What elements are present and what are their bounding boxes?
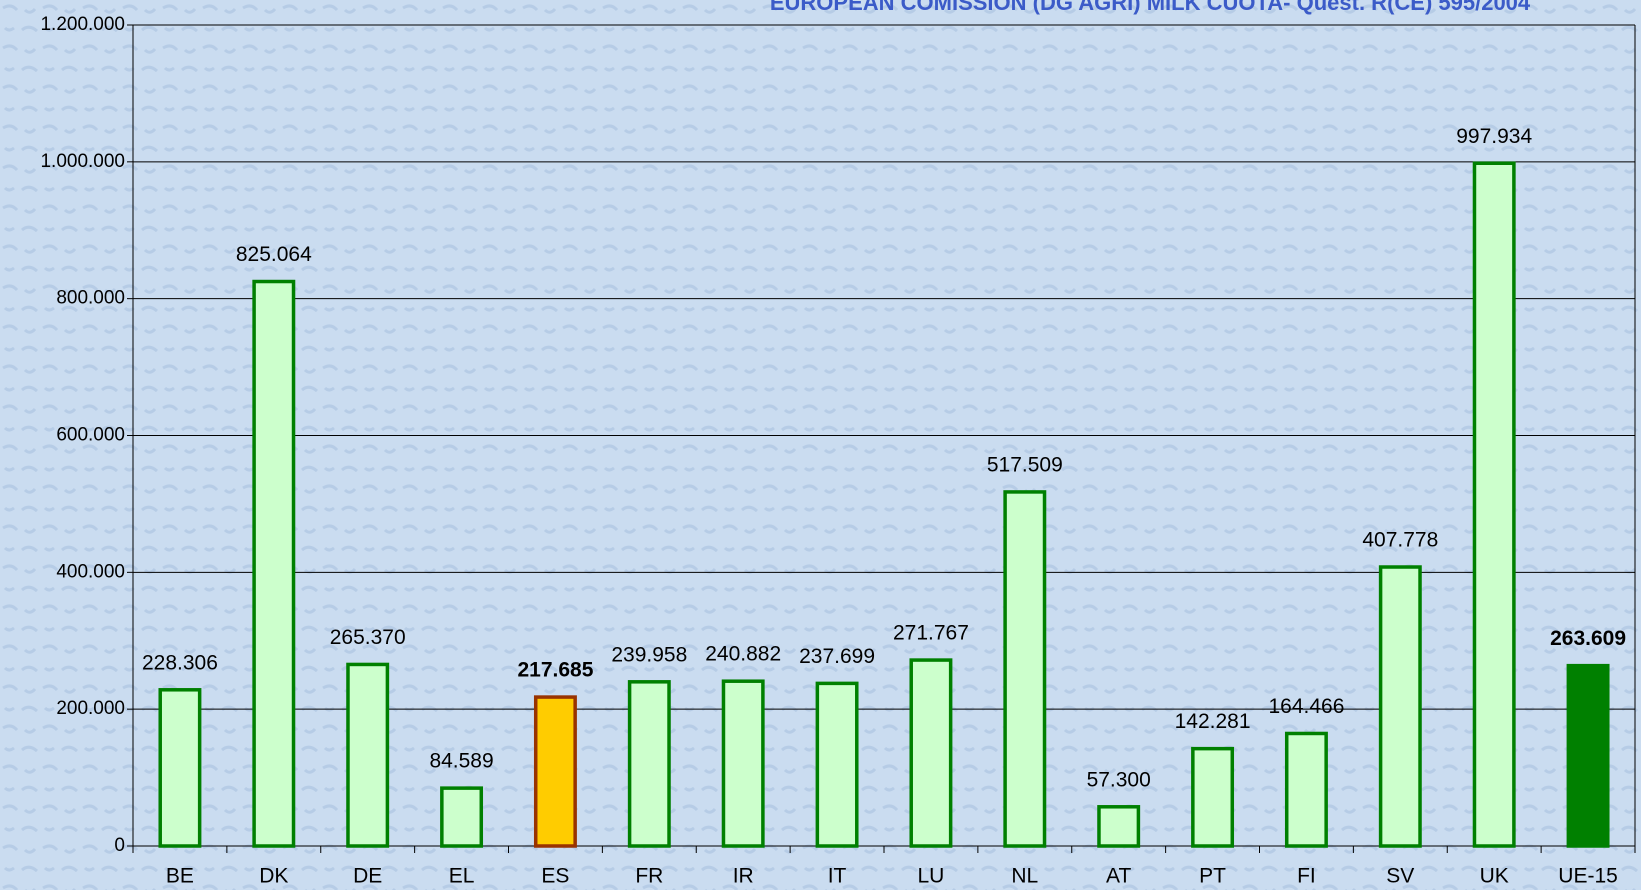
x-tick-label: FR — [635, 865, 663, 888]
x-tick-label: UK — [1480, 865, 1509, 888]
x-tick-label: DK — [259, 865, 288, 888]
value-label: 240.882 — [705, 643, 781, 666]
value-label: 265.370 — [330, 626, 406, 649]
bar — [909, 658, 953, 848]
y-tick-label: 400.000 — [56, 561, 125, 582]
y-tick-label: 1.000.000 — [40, 151, 125, 172]
bar — [721, 679, 765, 848]
value-label: 228.306 — [142, 651, 218, 674]
y-tick-label: 800.000 — [56, 288, 125, 309]
x-tick-label: AT — [1106, 865, 1131, 888]
x-tick-label: DE — [353, 865, 382, 888]
bar — [346, 662, 390, 848]
bar — [1003, 490, 1047, 848]
value-label: 142.281 — [1175, 710, 1251, 733]
bar — [1378, 565, 1422, 848]
x-tick-label: ES — [541, 865, 569, 888]
bar — [533, 695, 577, 848]
x-tick-label: UE-15 — [1558, 865, 1618, 888]
value-label: 997.934 — [1456, 125, 1532, 148]
x-tick-label: NL — [1011, 865, 1038, 888]
y-tick-label: 0 — [114, 835, 125, 856]
value-label: 84.589 — [429, 750, 493, 773]
value-label: 217.685 — [517, 659, 593, 682]
value-label: 271.767 — [893, 622, 969, 645]
y-tick-label: 1.200.000 — [40, 14, 125, 35]
value-label: 825.064 — [236, 243, 312, 266]
bar — [252, 279, 296, 848]
y-tick-label: 600.000 — [56, 425, 125, 446]
bar — [1284, 731, 1328, 848]
bar — [1566, 663, 1610, 848]
bar — [158, 688, 202, 848]
bar — [1472, 161, 1516, 848]
value-label: 517.509 — [987, 453, 1063, 476]
bar — [440, 786, 484, 848]
x-tick-label: BE — [166, 865, 194, 888]
value-label: 57.300 — [1087, 768, 1151, 791]
value-label: 164.466 — [1268, 695, 1344, 718]
x-tick-label: LU — [918, 865, 945, 888]
bar — [815, 681, 859, 848]
x-tick-label: IR — [733, 865, 754, 888]
value-label: 239.958 — [611, 643, 687, 666]
bar — [1097, 805, 1141, 848]
value-label: 263.609 — [1550, 627, 1626, 650]
bar — [627, 680, 671, 848]
value-label: 237.699 — [799, 645, 875, 668]
bar — [1191, 746, 1235, 848]
x-tick-label: IT — [828, 865, 847, 888]
x-tick-label: SV — [1386, 865, 1414, 888]
chart-title: EUROPEAN COMISSION (DG AGRI) MILK CUOTA-… — [770, 0, 1531, 15]
x-tick-label: EL — [449, 865, 475, 888]
x-tick-label: PT — [1199, 865, 1226, 888]
value-label: 407.778 — [1362, 529, 1438, 552]
y-tick-label: 200.000 — [56, 698, 125, 719]
x-tick-label: FI — [1297, 865, 1316, 888]
